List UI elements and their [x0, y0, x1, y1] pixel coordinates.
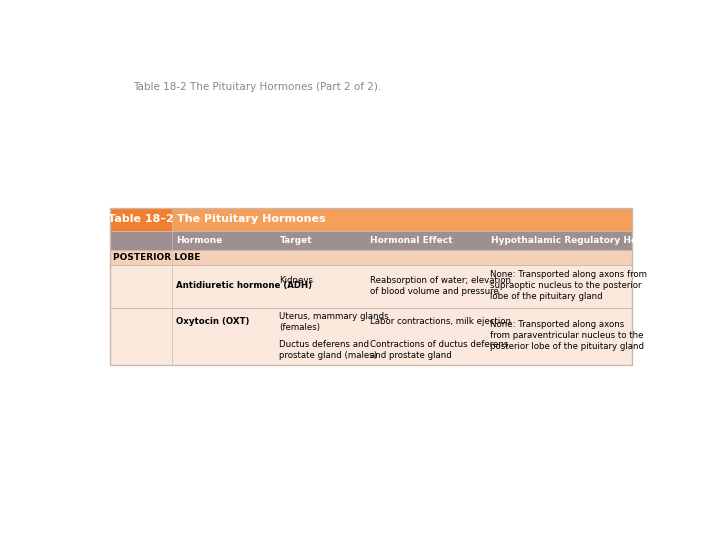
Bar: [110, 208, 632, 231]
Bar: [110, 208, 632, 366]
Text: Hormonal Effect: Hormonal Effect: [371, 236, 453, 245]
Bar: [110, 231, 632, 250]
Text: Reabsorption of water; elevation
of blood volume and pressure: Reabsorption of water; elevation of bloo…: [370, 276, 511, 296]
Bar: [110, 265, 632, 308]
Text: Kidneys: Kidneys: [279, 276, 313, 285]
Text: Antidiuretic hormone (ADH): Antidiuretic hormone (ADH): [176, 281, 312, 291]
Bar: [110, 250, 632, 265]
Text: Table 18–2: Table 18–2: [108, 214, 174, 225]
Text: Ductus deferens and
prostate gland (males): Ductus deferens and prostate gland (male…: [279, 340, 377, 360]
Text: Oxytocin (OXT): Oxytocin (OXT): [176, 318, 249, 326]
Text: Uterus, mammary glands
(females): Uterus, mammary glands (females): [279, 312, 389, 332]
Text: None: Transported along axons from
supraoptic nucleus to the posterior
lobe of t: None: Transported along axons from supra…: [490, 270, 647, 301]
Text: Hormone: Hormone: [176, 236, 222, 245]
Text: Table 18-2 The Pituitary Hormones (Part 2 of 2).: Table 18-2 The Pituitary Hormones (Part …: [133, 82, 382, 92]
Text: Target: Target: [279, 236, 312, 245]
Text: POSTERIOR LOBE: POSTERIOR LOBE: [113, 253, 200, 262]
Text: Hypothalamic Regulatory Hormone: Hypothalamic Regulatory Hormone: [490, 236, 670, 245]
Text: Contractions of ductus deferens
and prostate gland: Contractions of ductus deferens and pros…: [370, 340, 508, 360]
Bar: [110, 308, 632, 366]
Text: The Pituitary Hormones: The Pituitary Hormones: [177, 214, 326, 225]
Text: None: Transported along axons
from paraventricular nucleus to the
posterior lobe: None: Transported along axons from parav…: [490, 320, 644, 351]
Text: Labor contractions, milk ejection: Labor contractions, milk ejection: [370, 318, 511, 326]
Bar: [110, 208, 171, 231]
